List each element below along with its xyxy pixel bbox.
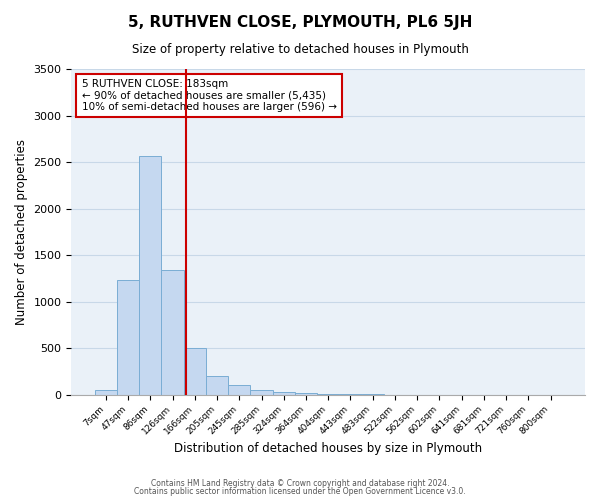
Bar xyxy=(206,376,228,394)
Text: Size of property relative to detached houses in Plymouth: Size of property relative to detached ho… xyxy=(131,42,469,56)
Bar xyxy=(228,385,250,394)
X-axis label: Distribution of detached houses by size in Plymouth: Distribution of detached houses by size … xyxy=(174,442,482,455)
Bar xyxy=(139,156,161,394)
Bar xyxy=(295,393,317,394)
Text: 5 RUTHVEN CLOSE: 183sqm
← 90% of detached houses are smaller (5,435)
10% of semi: 5 RUTHVEN CLOSE: 183sqm ← 90% of detache… xyxy=(82,79,337,112)
Y-axis label: Number of detached properties: Number of detached properties xyxy=(15,139,28,325)
Bar xyxy=(250,390,272,394)
Bar xyxy=(117,280,139,394)
Text: Contains HM Land Registry data © Crown copyright and database right 2024.: Contains HM Land Registry data © Crown c… xyxy=(151,478,449,488)
Text: Contains public sector information licensed under the Open Government Licence v3: Contains public sector information licen… xyxy=(134,487,466,496)
Bar xyxy=(95,390,117,394)
Text: 5, RUTHVEN CLOSE, PLYMOUTH, PL6 5JH: 5, RUTHVEN CLOSE, PLYMOUTH, PL6 5JH xyxy=(128,15,472,30)
Bar xyxy=(184,348,206,395)
Bar xyxy=(272,392,295,394)
Bar xyxy=(161,270,184,394)
